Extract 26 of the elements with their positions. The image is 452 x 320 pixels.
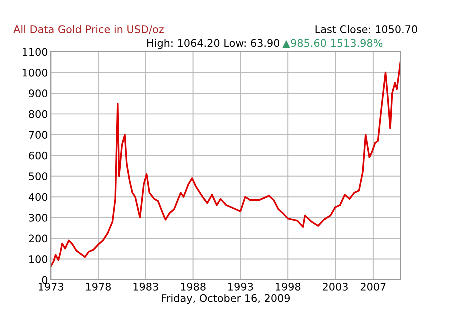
- y-tick-label: 1000: [22, 68, 48, 77]
- x-tick-label: 1973: [38, 282, 64, 291]
- text: Last Close: 1050.70: [316, 25, 418, 34]
- line-series: [51, 59, 401, 268]
- y-tick-label: 100: [30, 256, 48, 264]
- y-tick-label: 600: [29, 152, 48, 160]
- text: ▲985.60 1513.98%: [282, 39, 383, 48]
- y-tick-label: 800: [29, 110, 48, 118]
- x-tick-label: 1978: [86, 282, 112, 291]
- y-tick-label: 700: [29, 131, 48, 140]
- chart-title: All Data Gold Price in USD/oz: [14, 25, 164, 34]
- y-tick-label: 500: [29, 172, 48, 180]
- y-tick-label: 0: [42, 276, 48, 284]
- x-tick-label: 2007: [360, 282, 386, 291]
- x-tick-label: 2003: [323, 282, 348, 291]
- chart-subtitle: High: 1064.20 Low: 63.90: [148, 39, 280, 50]
- y-tick-label: 1100: [22, 48, 48, 56]
- y-tick-label: 300: [29, 214, 48, 222]
- y-tick-label: 200: [29, 234, 48, 243]
- x-tick-label: 1983: [134, 282, 158, 291]
- y-tick-label: 400: [28, 193, 48, 202]
- x-tick-label: 1998: [276, 282, 301, 291]
- y-tick-label: 900: [29, 90, 48, 98]
- x-axis-title: Friday, October 16, 2009: [162, 294, 290, 304]
- x-tick-label: 1993: [228, 282, 254, 291]
- x-tick-label: 1988: [181, 282, 206, 291]
